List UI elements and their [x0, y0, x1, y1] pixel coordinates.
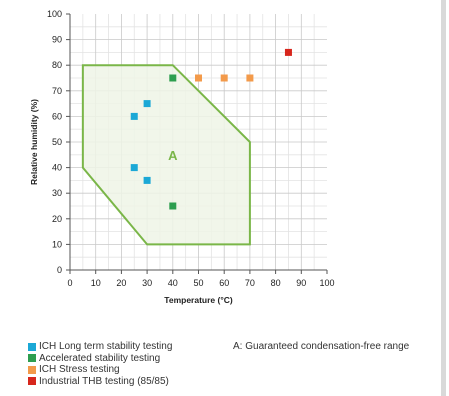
x-axis-label: Temperature (°C)	[164, 295, 233, 305]
x-tick-label: 90	[296, 278, 306, 288]
data-point	[130, 112, 138, 120]
legend-item: ICH Stress testing	[28, 364, 172, 376]
legend-item: ICH Long term stability testing	[28, 341, 172, 353]
legend-swatch	[28, 354, 36, 363]
y-tick-label: 10	[52, 239, 62, 249]
x-tick-label: 30	[142, 278, 152, 288]
y-tick-label: 50	[52, 137, 62, 147]
page-divider	[441, 0, 446, 396]
data-point	[284, 48, 292, 56]
data-point	[143, 100, 151, 108]
y-axis-label: Relative humidity (%)	[29, 99, 39, 185]
x-tick-label: 60	[219, 278, 229, 288]
y-tick-label: 90	[52, 35, 62, 45]
data-points	[130, 48, 292, 210]
y-tick-label: 60	[52, 111, 62, 121]
legend-label: ICH Stress testing	[39, 364, 120, 375]
data-point	[246, 74, 254, 82]
x-tick-label: 80	[271, 278, 281, 288]
x-tick-label: 40	[168, 278, 178, 288]
legend-label: Accelerated stability testing	[39, 352, 161, 364]
data-point	[169, 74, 177, 82]
x-tick-label: 50	[193, 278, 203, 288]
y-tick-label: 80	[52, 60, 62, 70]
legend-swatch	[28, 377, 36, 386]
y-tick-label: 100	[47, 9, 62, 19]
x-tick-label: 20	[116, 278, 126, 288]
x-tick-label: 100	[319, 278, 334, 288]
y-tick-label: 0	[57, 265, 62, 275]
legend: ICH Long term stability testing Accelerat…	[28, 341, 172, 387]
y-tick-label: 40	[52, 163, 62, 173]
x-tick-label: 10	[91, 278, 101, 288]
condensation-free-region	[81, 64, 251, 246]
data-point	[195, 74, 202, 82]
x-tick-label: 0	[67, 278, 72, 288]
legend-swatch	[28, 365, 36, 374]
y-tick-label: 30	[52, 188, 62, 198]
data-point	[130, 164, 138, 172]
data-point	[220, 74, 228, 82]
legend-label: Industrial THB testing (85/85)	[39, 375, 169, 387]
chart: A 0 10 20 30 40 50 60 70 80 90 100 0 10 20 30 40 50 60 70 8…	[29, 9, 335, 305]
tick-labels: 0 10 20 30 40 50 60 70 80 90 100 0 10 20 30 40 50 60 70 80 9…	[47, 9, 335, 288]
region-label: A	[168, 148, 178, 163]
y-tick-label: 70	[52, 86, 62, 96]
region-annotation: A: Guaranteed condensation-free range	[233, 341, 410, 352]
data-point	[143, 176, 151, 184]
x-tick-label: 70	[245, 278, 255, 288]
legend-swatch	[28, 342, 36, 351]
legend-label: ICH Long term stability testing	[39, 341, 173, 352]
region-layer: A	[81, 64, 251, 246]
legend-item: Industrial THB testing (85/85)	[28, 376, 172, 388]
legend-item: Accelerated stability testing	[28, 353, 172, 365]
y-tick-label: 20	[52, 214, 62, 224]
axes	[66, 13, 328, 274]
data-point	[169, 202, 177, 210]
